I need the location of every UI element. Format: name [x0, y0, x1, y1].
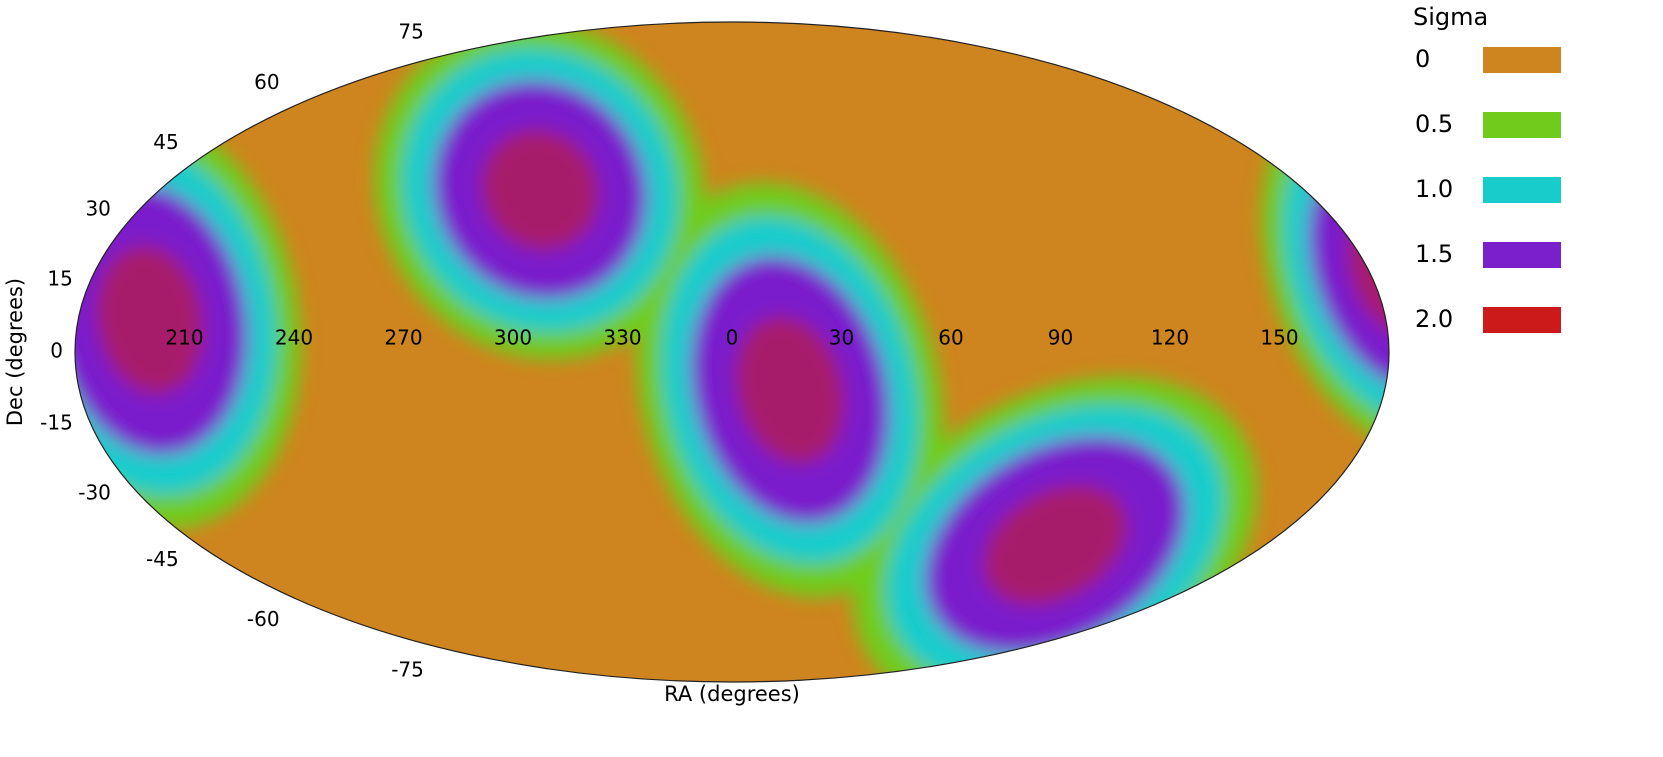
- sigma-contour: [96, 245, 204, 395]
- y-tick-label: 0: [50, 339, 63, 363]
- legend-label: 2.0: [1415, 305, 1453, 333]
- legend-label: 0: [1415, 45, 1430, 73]
- x-tick-label: 0: [726, 326, 739, 350]
- x-tick-label: 210: [165, 326, 203, 350]
- legend-label: 1.0: [1415, 175, 1453, 203]
- x-tick-label: 150: [1260, 326, 1298, 350]
- x-axis-label: RA (degrees): [664, 682, 800, 706]
- y-tick-label: -45: [146, 547, 179, 571]
- sigma-contour: [735, 316, 845, 464]
- y-tick-label: 45: [153, 130, 178, 154]
- x-tick-label: 120: [1151, 326, 1189, 350]
- y-tick-label: 60: [254, 70, 279, 94]
- y-axis-label: Dec (degrees): [3, 278, 27, 426]
- sky-map: [75, 22, 1389, 682]
- x-tick-label: 90: [1048, 326, 1073, 350]
- x-tick-label: 300: [494, 326, 532, 350]
- legend-swatch: [1483, 112, 1561, 138]
- y-tick-label: 15: [47, 266, 72, 290]
- x-tick-label: 330: [603, 326, 641, 350]
- legend-swatch: [1483, 307, 1561, 333]
- legend-swatch: [1483, 242, 1561, 268]
- y-tick-label: -60: [247, 607, 280, 631]
- sky-outline: [74, 21, 1390, 683]
- y-tick-label: 30: [85, 196, 110, 220]
- sigma-contour: [983, 485, 1127, 605]
- x-tick-label: 270: [384, 326, 422, 350]
- y-tick-label: 75: [398, 20, 423, 44]
- y-tick-label: -15: [40, 411, 73, 435]
- legend-swatch: [1483, 177, 1561, 203]
- y-tick-label: -30: [78, 481, 111, 505]
- legend-label: 0.5: [1415, 110, 1453, 138]
- legend-title: Sigma: [1413, 3, 1488, 31]
- x-tick-label: 30: [829, 326, 854, 350]
- legend-label: 1.5: [1415, 240, 1453, 268]
- y-tick-label: -75: [391, 657, 424, 681]
- legend-swatch: [1483, 47, 1561, 73]
- x-tick-label: 240: [275, 326, 313, 350]
- x-tick-label: 60: [938, 326, 963, 350]
- sigma-contour: [481, 129, 599, 251]
